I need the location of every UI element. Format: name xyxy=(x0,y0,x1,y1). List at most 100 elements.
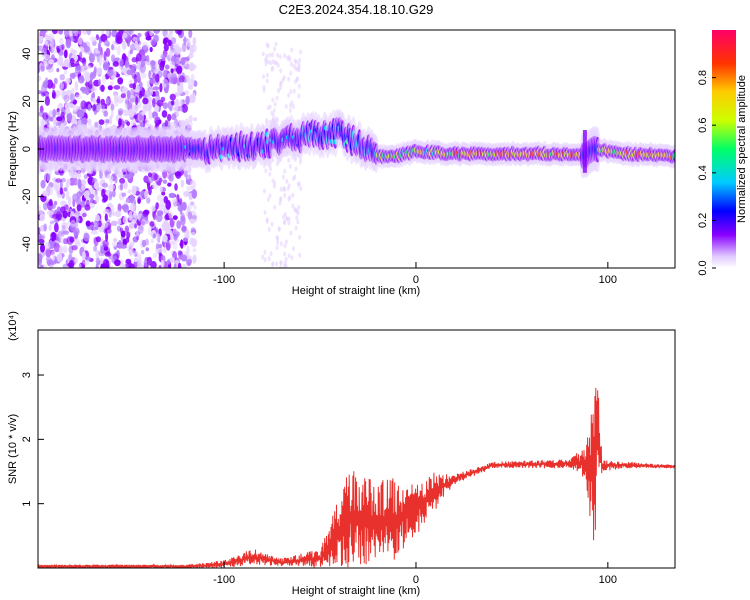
spectrogram-noise-cell xyxy=(183,191,189,197)
spectrogram-noise-cell xyxy=(150,261,157,268)
spectrogram-noise-cell xyxy=(159,185,163,193)
spectrogram-noise-cell xyxy=(140,250,145,255)
spectrogram-noise-cell xyxy=(49,260,57,265)
spectrogram-noise-cell xyxy=(103,208,110,215)
spectrogram-noise-cell xyxy=(283,168,287,174)
spectrogram-noise-cell xyxy=(160,259,165,268)
spectrogram-noise-cell xyxy=(53,218,57,223)
spectrogram-noise-cell xyxy=(73,30,79,37)
spectrogram-noise-cell xyxy=(67,196,72,206)
spectrogram-noise-cell xyxy=(186,259,193,264)
spectrogram-noise-cell xyxy=(268,193,272,199)
spectrogram-noise-cell xyxy=(155,233,161,242)
spectrogram-noise-cell xyxy=(115,210,122,218)
spectrogram-noise-cell xyxy=(158,119,162,125)
spectrogram-axes: -100 0 100 -40 -20 0 20 40 xyxy=(21,48,617,286)
spectrogram-noise-cell xyxy=(172,215,178,220)
spectrogram-noise-cell xyxy=(64,102,70,110)
spectrogram-noise-cell xyxy=(174,99,180,108)
spectrogram-noise-cell xyxy=(145,247,150,252)
spectrogram-noise-cell xyxy=(109,191,113,198)
spectrogram-noise-cell xyxy=(266,197,270,202)
spectrogram-noise-cell xyxy=(165,199,171,210)
spectrogram-noise-cell xyxy=(65,77,71,84)
spectrogram-noise-cell xyxy=(286,186,290,191)
spectrogram-noise-cell xyxy=(292,88,296,94)
spectrogram-noise-cell xyxy=(138,91,143,99)
spectrogram-noise-cell xyxy=(88,224,95,230)
snr-frame xyxy=(37,329,676,569)
spectrogram-noise-cell xyxy=(94,226,99,230)
spectrogram-noise-cell xyxy=(117,240,123,249)
spectrogram-noise-cell xyxy=(271,262,275,267)
spectrogram-noise-cell xyxy=(283,193,287,198)
snr-y-tick-label: 3 xyxy=(21,372,33,378)
spectrogram-noise-cell xyxy=(191,189,198,199)
spectrogram-noise-cell xyxy=(164,214,170,221)
spectrogram-noise-cell xyxy=(168,76,174,84)
spectrogram-noise-cell xyxy=(147,172,153,178)
spectrogram-noise-cell xyxy=(193,117,197,122)
spectrogram-noise-cell xyxy=(134,223,138,229)
spectrogram-noise-cell xyxy=(44,96,51,106)
spectrogram-noise-cell xyxy=(129,49,133,55)
spectrogram-noise-cell xyxy=(58,30,63,35)
spectrogram-noise-cell xyxy=(277,226,281,232)
spectrogram-noise-cell xyxy=(39,36,44,41)
spectrogram-noise-cell xyxy=(136,72,141,82)
spectrogram-noise-cell xyxy=(144,90,151,97)
spectrogram-noise-cell xyxy=(162,220,168,225)
spectrogram-noise-cell xyxy=(83,174,88,180)
spectrogram-noise-cell xyxy=(181,42,187,53)
spectrogram-noise-cell xyxy=(162,179,168,184)
spectrogram-noise-cell xyxy=(81,184,86,191)
spectrogram-noise-cell xyxy=(116,45,121,56)
spectrogram-noise-cell xyxy=(279,186,283,192)
spectrogram-noise-cell xyxy=(182,237,189,242)
spectrogram-noise-cell xyxy=(283,243,287,249)
spectrogram-noise-cell xyxy=(106,250,111,256)
spectrogram-noise-cell xyxy=(94,181,99,190)
spectrogram-noise-cell xyxy=(294,66,298,72)
spectrogram-noise-cell xyxy=(298,58,302,63)
spectrogram-noise-cell xyxy=(131,185,137,196)
spectrogram-noise-cell xyxy=(65,181,70,189)
spectrogram-noise-cell xyxy=(117,171,124,178)
spectrogram-noise-cell xyxy=(163,69,168,79)
spectrogram-noise-cell xyxy=(122,216,128,224)
spectrogram-noise-cell xyxy=(129,97,136,103)
spectrogram-noise-cell xyxy=(179,119,186,127)
spectrogram-y-tick-label: 20 xyxy=(21,95,33,107)
spectrogram-noise-cell xyxy=(192,248,197,253)
spectrogram-noise-cell xyxy=(288,163,292,169)
spectrogram-noise-cell xyxy=(286,55,289,61)
spectrogram-x-label: Height of straight line (km) xyxy=(292,285,420,297)
spectrogram-noise-cell xyxy=(124,174,131,179)
spectrogram-noise-cell xyxy=(149,30,154,37)
spectrogram-noise-cell xyxy=(53,77,58,85)
spectrogram-noise-cell xyxy=(63,94,70,103)
spectrogram-noise-cell xyxy=(141,55,147,60)
spectrogram-noise-cell xyxy=(95,263,99,268)
spectrogram-noise-cell xyxy=(51,250,56,256)
spectrogram-noise-cell xyxy=(135,96,139,106)
spectrogram-noise-cell xyxy=(148,110,153,120)
spectrogram-noise-cell xyxy=(48,199,53,207)
spectrogram-noise-cell xyxy=(124,225,129,233)
spectrogram-noise-cell xyxy=(168,173,174,182)
spectrogram-noise-cell xyxy=(135,85,141,93)
spectrogram-noise-cell xyxy=(127,243,134,253)
spectrogram-y-label: Frequency (Hz) xyxy=(7,111,19,187)
spectrogram-noise-cell xyxy=(284,239,288,245)
spectrogram-noise-cell xyxy=(265,72,269,78)
spectrogram-x-tick-label: 0 xyxy=(413,274,419,286)
spectrogram-spike xyxy=(582,130,587,173)
spectrogram-noise-cell xyxy=(117,218,122,225)
spectrogram-noise-cell xyxy=(70,87,75,95)
spectrogram-noise-cell xyxy=(169,240,175,245)
spectrogram-y-tick-label: -40 xyxy=(21,236,33,252)
spectrogram-noise-cell xyxy=(167,182,172,187)
spectrogram-noise-cell xyxy=(62,263,69,268)
spectrogram-noise-cell xyxy=(275,245,279,251)
